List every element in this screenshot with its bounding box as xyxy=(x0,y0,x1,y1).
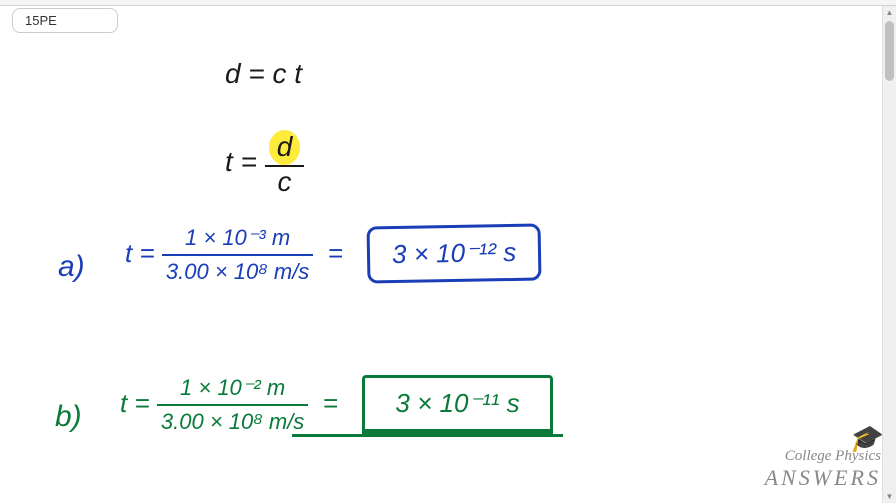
equals-sign: = xyxy=(241,146,265,177)
part-b-label: b) xyxy=(55,400,82,434)
part-b-fraction: 1 × 10⁻² m 3.00 × 10⁸ m/s xyxy=(157,376,308,434)
problem-tab[interactable]: 15PE xyxy=(12,8,118,33)
part-a-equation: t = 1 × 10⁻³ m 3.00 × 10⁸ m/s = 3 × 10⁻¹… xyxy=(125,225,542,284)
equation-d-equals-ct: d = c t xyxy=(225,58,302,90)
part-b-answer-box: 3 × 10⁻¹¹ s xyxy=(362,375,552,434)
eq2-denominator: c xyxy=(265,167,305,198)
part-a-var: t xyxy=(125,238,132,268)
graduation-cap-icon: 🎓 xyxy=(765,430,881,448)
part-b-numerator: 1 × 10⁻² m xyxy=(157,376,308,406)
eq1-left: d xyxy=(225,58,241,89)
highlighted-d: d xyxy=(269,130,301,165)
part-b-answer-wrapper: 3 × 10⁻¹¹ s xyxy=(352,375,552,434)
college-physics-answers-logo: 🎓 College Physics ANSWERS xyxy=(765,430,881,491)
eq2-numerator: d xyxy=(265,130,305,167)
logo-line-1: College Physics xyxy=(765,448,881,465)
vertical-scrollbar[interactable]: ▲ ▼ xyxy=(882,6,896,503)
equals-sign: = xyxy=(139,238,161,268)
eq2-left: t xyxy=(225,146,233,177)
part-a-numerator: 1 × 10⁻³ m xyxy=(162,226,313,256)
part-b-answer: 3 × 10⁻¹¹ s xyxy=(395,388,519,418)
part-a-fraction: 1 × 10⁻³ m 3.00 × 10⁸ m/s xyxy=(162,226,313,284)
green-underline xyxy=(292,434,562,437)
equals-sign: = xyxy=(134,388,156,418)
window-top-border xyxy=(0,0,896,6)
equals-sign: = xyxy=(316,388,353,418)
equals-sign: = xyxy=(321,238,358,268)
logo-line-2: ANSWERS xyxy=(765,465,881,491)
scroll-up-arrow-icon[interactable]: ▲ xyxy=(883,8,896,17)
fraction-d-over-c: d c xyxy=(265,130,305,198)
part-a-answer: 3 × 10⁻¹² s xyxy=(392,237,517,269)
equals-sign: = xyxy=(248,58,272,89)
part-a-label: a) xyxy=(58,250,85,284)
part-b-denominator: 3.00 × 10⁸ m/s xyxy=(157,406,308,434)
equation-t-equals-d-over-c: t = d c xyxy=(225,130,304,198)
part-b-equation: t = 1 × 10⁻² m 3.00 × 10⁸ m/s = 3 × 10⁻¹… xyxy=(120,375,553,434)
scroll-down-arrow-icon[interactable]: ▼ xyxy=(883,492,896,501)
part-b-var: t xyxy=(120,388,127,418)
part-a-answer-box: 3 × 10⁻¹² s xyxy=(367,223,542,283)
eq1-right: c t xyxy=(273,58,303,89)
part-a-denominator: 3.00 × 10⁸ m/s xyxy=(162,256,313,284)
scrollbar-thumb[interactable] xyxy=(885,21,894,81)
tab-label: 15PE xyxy=(25,13,57,28)
